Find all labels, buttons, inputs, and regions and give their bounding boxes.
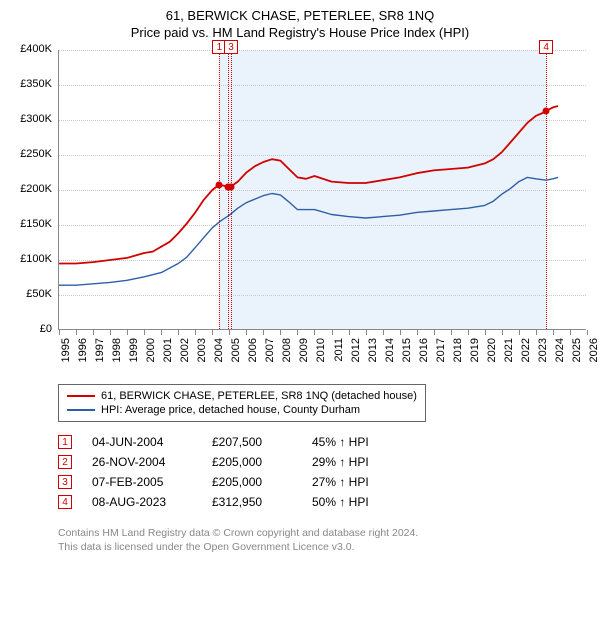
x-axis-label: 2025 [571, 338, 583, 368]
x-axis-label: 2018 [452, 338, 464, 368]
x-axis-label: 2003 [196, 338, 208, 368]
chart-area: 134 £0 £50K £100K £150K £200K £250K £300K £350K… [8, 46, 592, 376]
x-axis-label: 2021 [503, 338, 515, 368]
x-axis-label: 1997 [94, 338, 106, 368]
sale-dot [543, 107, 550, 114]
legend-box: 61, BERWICK CHASE, PETERLEE, SR8 1NQ (de… [58, 384, 426, 422]
x-axis-label: 2004 [213, 338, 225, 368]
chart-title-address: 61, BERWICK CHASE, PETERLEE, SR8 1NQ [8, 8, 592, 23]
x-axis-label: 2009 [298, 338, 310, 368]
sale-number-box: 2 [58, 455, 72, 469]
x-axis-label: 2014 [384, 338, 396, 368]
x-axis-label: 2024 [554, 338, 566, 368]
x-axis-label: 2001 [162, 338, 174, 368]
y-axis-label: £250K [8, 148, 52, 160]
sale-hpi-diff: 27% ↑ HPI [312, 475, 402, 489]
x-axis-label: 2016 [418, 338, 430, 368]
y-axis-label: £400K [8, 43, 52, 55]
x-axis-label: 2026 [588, 338, 600, 368]
x-axis-label: 2006 [247, 338, 259, 368]
y-axis-label: £200K [8, 183, 52, 195]
y-axis-label: £350K [8, 78, 52, 90]
chart-title-block: 61, BERWICK CHASE, PETERLEE, SR8 1NQ Pri… [8, 8, 592, 40]
x-axis-label: 2020 [486, 338, 498, 368]
sale-row: 3 07-FEB-2005 £205,000 27% ↑ HPI [58, 472, 592, 492]
footer-line-1: Contains HM Land Registry data © Crown c… [58, 526, 592, 540]
x-axis-label: 2015 [401, 338, 413, 368]
sale-date: 26-NOV-2004 [92, 455, 192, 469]
y-axis-label: £0 [8, 323, 52, 335]
x-axis-label: 2007 [264, 338, 276, 368]
x-axis-label: 2023 [537, 338, 549, 368]
x-axis-label: 2005 [230, 338, 242, 368]
x-axis-label: 2012 [350, 338, 362, 368]
sale-date: 07-FEB-2005 [92, 475, 192, 489]
sale-row: 1 04-JUN-2004 £207,500 45% ↑ HPI [58, 432, 592, 452]
chart-title-sub: Price paid vs. HM Land Registry's House … [8, 25, 592, 40]
x-axis-label: 1996 [77, 338, 89, 368]
sale-number-box: 1 [58, 435, 72, 449]
sale-hpi-diff: 45% ↑ HPI [312, 435, 402, 449]
plot-area: 134 [58, 50, 586, 330]
x-axis-label: 2010 [315, 338, 327, 368]
legend-label: HPI: Average price, detached house, Coun… [101, 404, 360, 416]
x-axis-label: 2017 [435, 338, 447, 368]
sale-price: £205,000 [212, 455, 292, 469]
x-axis-label: 1995 [60, 338, 72, 368]
x-axis-label: 1998 [111, 338, 123, 368]
y-axis-label: £150K [8, 218, 52, 230]
x-axis-label: 2013 [367, 338, 379, 368]
legend-swatch [67, 409, 95, 411]
sale-price: £207,500 [212, 435, 292, 449]
sale-dot [216, 181, 223, 188]
sale-price: £205,000 [212, 475, 292, 489]
y-axis-label: £100K [8, 253, 52, 265]
sale-number-box: 3 [58, 475, 72, 489]
sales-table: 1 04-JUN-2004 £207,500 45% ↑ HPI 2 26-NOV-200… [58, 432, 592, 512]
footer-line-2: This data is licensed under the Open Gov… [58, 540, 592, 554]
sale-marker-box: 4 [539, 40, 553, 54]
sale-hpi-diff: 29% ↑ HPI [312, 455, 402, 469]
x-axis-label: 2022 [520, 338, 532, 368]
sale-price: £312,950 [212, 495, 292, 509]
x-axis-label: 2000 [145, 338, 157, 368]
x-axis-label: 2008 [281, 338, 293, 368]
sale-number-box: 4 [58, 495, 72, 509]
legend-row: 61, BERWICK CHASE, PETERLEE, SR8 1NQ (de… [67, 389, 417, 403]
sale-date: 04-JUN-2004 [92, 435, 192, 449]
sale-dot [228, 183, 235, 190]
sale-marker-box: 3 [224, 40, 238, 54]
x-axis-label: 2011 [333, 338, 345, 368]
y-axis-label: £50K [8, 288, 52, 300]
sale-date: 08-AUG-2023 [92, 495, 192, 509]
y-axis-label: £300K [8, 113, 52, 125]
legend-row: HPI: Average price, detached house, Coun… [67, 403, 417, 417]
legend-swatch [67, 395, 95, 397]
x-axis-label: 2002 [179, 338, 191, 368]
sale-row: 4 08-AUG-2023 £312,950 50% ↑ HPI [58, 492, 592, 512]
legend-label: 61, BERWICK CHASE, PETERLEE, SR8 1NQ (de… [101, 390, 417, 402]
x-axis-label: 1999 [128, 338, 140, 368]
footer-attribution: Contains HM Land Registry data © Crown c… [58, 526, 592, 554]
x-axis-label: 2019 [469, 338, 481, 368]
sale-row: 2 26-NOV-2004 £205,000 29% ↑ HPI [58, 452, 592, 472]
sale-hpi-diff: 50% ↑ HPI [312, 495, 402, 509]
